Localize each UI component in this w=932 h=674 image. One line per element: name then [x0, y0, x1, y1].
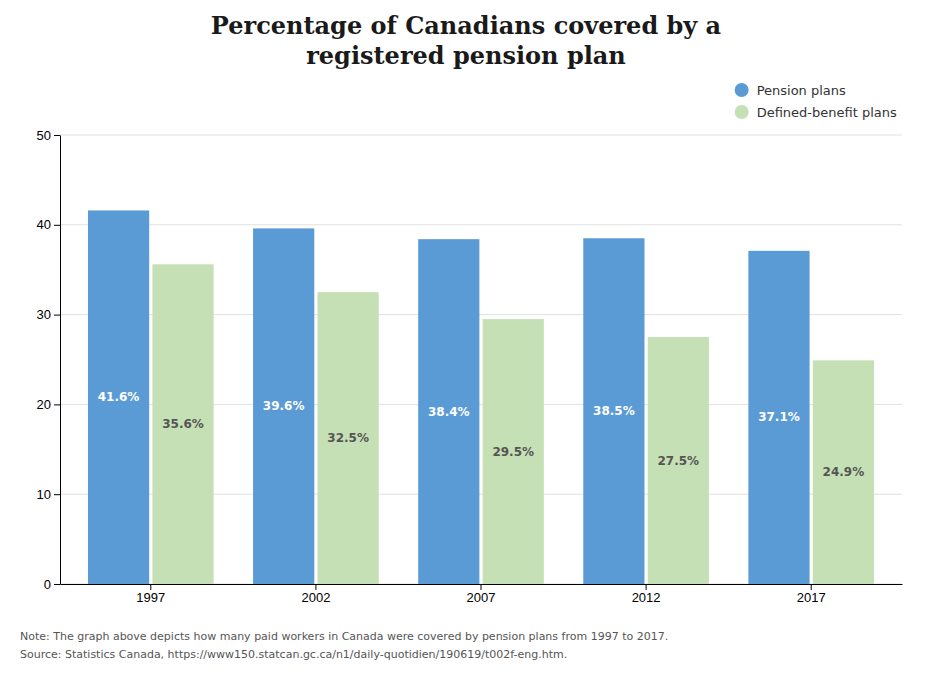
- title-line: Percentage of Canadians covered by a: [211, 11, 721, 40]
- tick-label: 20: [37, 397, 51, 412]
- grid: [60, 135, 902, 584]
- data-label: 29.5%: [492, 445, 534, 459]
- title-line: registered pension plan: [306, 41, 626, 70]
- tick-mark: [54, 315, 60, 316]
- x-tick: 2002: [301, 584, 330, 605]
- x-axis: 1997 2002 2007 2012 2017: [61, 584, 903, 605]
- tick-label: 2012: [632, 590, 661, 605]
- bar: [253, 228, 314, 584]
- y-tick: 10: [37, 487, 60, 502]
- tick-mark: [481, 584, 482, 590]
- legend: Pension plans Defined-benefit plans: [735, 83, 897, 120]
- bars: [88, 210, 874, 584]
- data-labels: 41.6% 39.6% 38.4% 38.5% 37.1% 35.6% 32.5% 29.5%…: [98, 390, 864, 479]
- y-tick: 50: [37, 128, 60, 143]
- axis-line: [60, 136, 61, 585]
- legend-marker: [735, 83, 749, 97]
- tick-label: 2007: [467, 590, 496, 605]
- tick-label: 50: [37, 128, 51, 143]
- data-label: 27.5%: [657, 454, 699, 468]
- data-label: 32.5%: [327, 431, 369, 445]
- tick-mark: [150, 584, 151, 590]
- title: Percentage of Canadians covered by aregi…: [211, 11, 721, 70]
- legend-label: Defined-benefit plans: [757, 105, 897, 120]
- bar: [152, 264, 213, 584]
- tick-mark: [646, 584, 647, 590]
- x-tick: 2012: [632, 584, 661, 605]
- bar: [418, 239, 479, 584]
- bar: [648, 337, 709, 584]
- bar: [318, 292, 379, 584]
- legend-item: Pension plans: [735, 83, 846, 98]
- x-tick: 2007: [467, 584, 496, 605]
- tick-label: 30: [37, 307, 51, 322]
- tick-mark: [315, 584, 316, 590]
- legend-marker: [735, 105, 749, 119]
- data-label: 41.6%: [98, 390, 140, 404]
- tick-mark: [54, 135, 60, 136]
- x-tick: 1997: [136, 584, 165, 605]
- plot: 0 10 20 30 40 50 1997 2002 2007 2012 2017 41.6% 39.6…: [37, 128, 903, 606]
- data-label: 24.9%: [823, 465, 865, 479]
- annotation: Source: Statistics Canada, https://www15…: [20, 648, 567, 661]
- bar: [748, 251, 809, 584]
- data-label: 38.5%: [593, 404, 635, 418]
- tick-mark: [811, 584, 812, 590]
- grid-line: [60, 224, 902, 225]
- tick-mark: [54, 225, 60, 226]
- data-label: 38.4%: [428, 405, 470, 419]
- tick-mark: [54, 404, 60, 405]
- data-label: 37.1%: [758, 410, 800, 424]
- tick-mark: [54, 584, 60, 585]
- tick-label: 2017: [797, 590, 826, 605]
- y-tick: 40: [37, 217, 60, 232]
- x-tick: 2017: [797, 584, 826, 605]
- bar: [88, 210, 149, 584]
- y-tick: 20: [37, 397, 60, 412]
- data-label: 35.6%: [162, 417, 204, 431]
- y-axis: 0 10 20 30 40 50: [37, 128, 61, 592]
- legend-item: Defined-benefit plans: [735, 105, 897, 120]
- tick-label: 10: [37, 487, 51, 502]
- annotation: Note: The graph above depicts how many p…: [20, 630, 668, 643]
- tick-label: 0: [44, 577, 51, 592]
- bar: [813, 360, 874, 584]
- data-label: 39.6%: [263, 399, 305, 413]
- y-tick: 30: [37, 307, 60, 322]
- chart: Percentage of Canadians covered by aregi…: [0, 0, 932, 674]
- bar: [483, 319, 544, 584]
- tick-mark: [54, 494, 60, 495]
- tick-label: 2002: [301, 590, 330, 605]
- bar: [583, 238, 644, 584]
- tick-label: 40: [37, 217, 51, 232]
- grid-line: [60, 135, 902, 136]
- tick-label: 1997: [136, 590, 165, 605]
- legend-label: Pension plans: [757, 83, 846, 98]
- y-tick: 0: [44, 577, 60, 592]
